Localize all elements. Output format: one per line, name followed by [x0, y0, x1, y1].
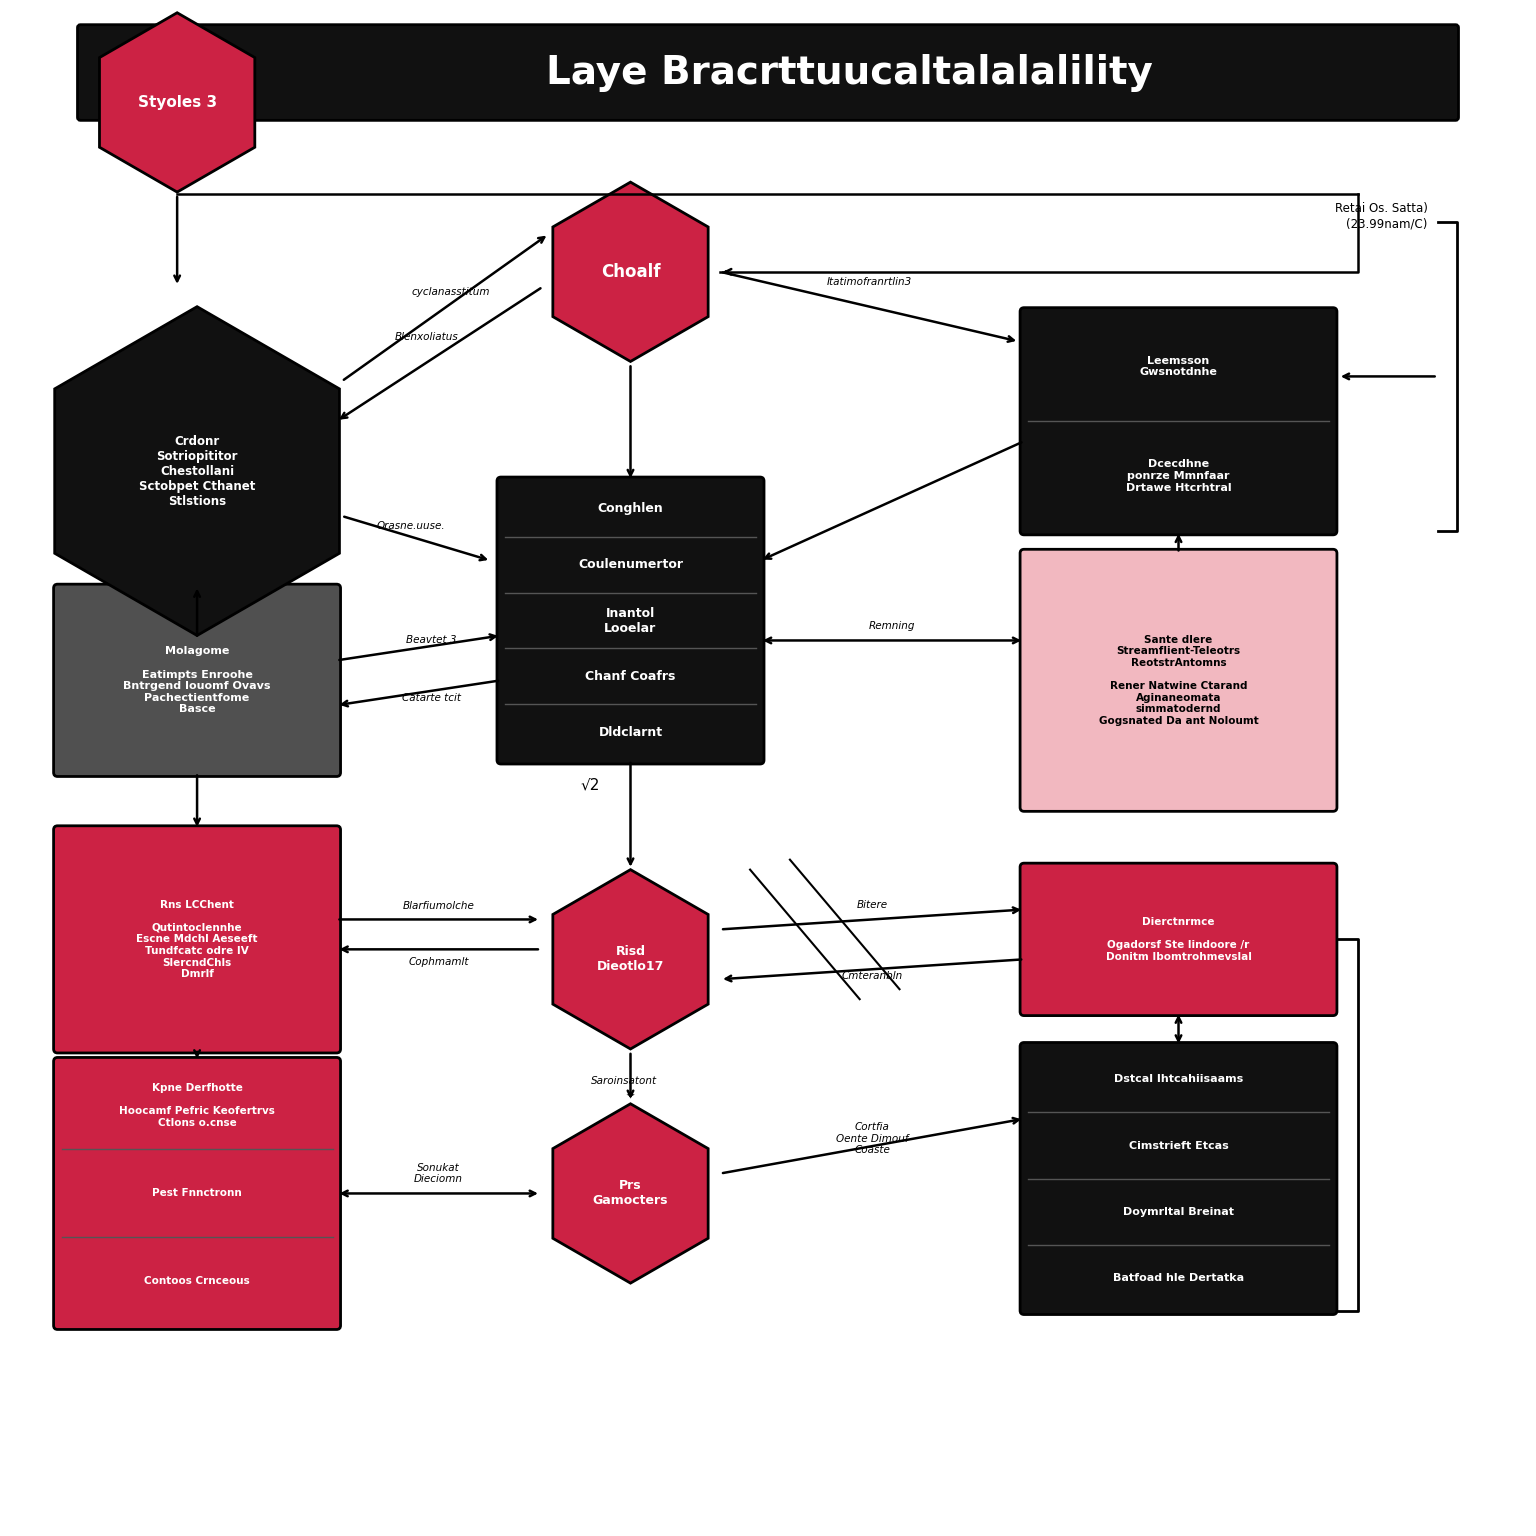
Text: √2: √2 [581, 777, 601, 793]
Polygon shape [100, 12, 255, 192]
Text: Orasne.uuse.: Orasne.uuse. [376, 521, 445, 531]
Text: Molagome

Eatimpts Enroohe
Bntrgend Iouomf Ovavs
Pachectientfome
Basce: Molagome Eatimpts Enroohe Bntrgend Iouom… [123, 647, 270, 714]
Text: Itatimofranrtlin3: Itatimofranrtlin3 [826, 276, 912, 287]
FancyBboxPatch shape [1020, 863, 1336, 1015]
Text: cyclanasstitum: cyclanasstitum [412, 287, 490, 296]
Text: Conghlen: Conghlen [598, 502, 664, 516]
Text: Bitere: Bitere [857, 900, 888, 909]
Text: Styoles 3: Styoles 3 [138, 95, 217, 111]
Polygon shape [553, 1104, 708, 1283]
Text: Saroinsatont: Saroinsatont [591, 1075, 657, 1086]
Text: Laye Bracrttuucaltalalalility: Laye Bracrttuucaltalalalility [547, 54, 1154, 92]
Text: Sante dlere
Streamflient-Teleotrs
ReotstrAntomns

Rener Natwine Ctarand
Aginaneo: Sante dlere Streamflient-Teleotrs Reotst… [1098, 634, 1258, 727]
Text: Leemsson
Gwsnotdnhe: Leemsson Gwsnotdnhe [1140, 356, 1218, 378]
Text: Remning: Remning [869, 621, 915, 630]
Text: Blenxoliatus: Blenxoliatus [395, 332, 458, 341]
Text: Rns LCChent

Qutintoclennhe
Escne Mdchl Aeseeft
Tundfcatc odre IV
SlercndChls
Dm: Rns LCChent Qutintoclennhe Escne Mdchl A… [137, 900, 258, 978]
Text: Blarfiumolche: Blarfiumolche [402, 902, 475, 911]
Text: ✦: ✦ [625, 1091, 634, 1101]
Text: Chanf Coafrs: Chanf Coafrs [585, 670, 676, 684]
Polygon shape [553, 869, 708, 1049]
Text: Kpne Derfhotte

Hoocamf Pefric Keofertrvs
Ctlons o.cnse: Kpne Derfhotte Hoocamf Pefric Keofertrvs… [120, 1083, 275, 1127]
Text: Inantol
Looelar: Inantol Looelar [604, 607, 656, 634]
Text: Dldclarnt: Dldclarnt [599, 725, 662, 739]
Text: Cortfia
Oente Dimouf
Coaste: Cortfia Oente Dimouf Coaste [836, 1123, 908, 1155]
FancyBboxPatch shape [1020, 307, 1336, 535]
FancyBboxPatch shape [54, 584, 341, 777]
FancyBboxPatch shape [54, 826, 341, 1054]
Text: Choalf: Choalf [601, 263, 660, 281]
Text: Prs
Gamocters: Prs Gamocters [593, 1180, 668, 1207]
Text: Contoos Crnceous: Contoos Crnceous [144, 1276, 250, 1287]
Text: Dierctnrmce

Ogadorsf Ste lindoore /r
Donitm Ibomtrohmevslal: Dierctnrmce Ogadorsf Ste lindoore /r Don… [1106, 917, 1252, 962]
FancyBboxPatch shape [1020, 550, 1336, 811]
Text: Sonukat
Dieciomn: Sonukat Dieciomn [415, 1163, 464, 1184]
Text: Catarte tcit: Catarte tcit [402, 693, 461, 703]
Text: Crdonr
Sotriopititor
Chestollani
Sctobpet Cthanet
Stlstions: Crdonr Sotriopititor Chestollani Sctobpe… [138, 435, 255, 507]
Polygon shape [553, 183, 708, 361]
Text: Cmteranbln: Cmteranbln [842, 971, 903, 982]
Polygon shape [55, 307, 339, 636]
Text: Risd
Dieotlo17: Risd Dieotlo17 [598, 945, 664, 974]
FancyBboxPatch shape [498, 478, 763, 763]
FancyBboxPatch shape [1020, 1043, 1336, 1315]
Text: Batfoad hle Dertatka: Batfoad hle Dertatka [1114, 1272, 1244, 1283]
Text: Coulenumertor: Coulenumertor [578, 558, 684, 571]
Text: Beavtet 3: Beavtet 3 [406, 636, 456, 645]
FancyBboxPatch shape [77, 25, 1459, 120]
FancyBboxPatch shape [54, 1057, 341, 1330]
Text: Dcecdhne
ponrze Mmnfaar
Drtawe Htcrhtral: Dcecdhne ponrze Mmnfaar Drtawe Htcrhtral [1126, 459, 1232, 493]
Text: Dstcal Ihtcahiisaams: Dstcal Ihtcahiisaams [1114, 1075, 1243, 1084]
Text: Retai Os. Satta)
(23.99nam/C): Retai Os. Satta) (23.99nam/C) [1335, 203, 1427, 230]
Text: Doymrltal Breinat: Doymrltal Breinat [1123, 1206, 1233, 1217]
Text: Cimstrieft Etcas: Cimstrieft Etcas [1129, 1141, 1229, 1150]
Text: Cophmamlt: Cophmamlt [409, 957, 468, 968]
Text: Pest Fnnctronn: Pest Fnnctronn [152, 1189, 243, 1198]
